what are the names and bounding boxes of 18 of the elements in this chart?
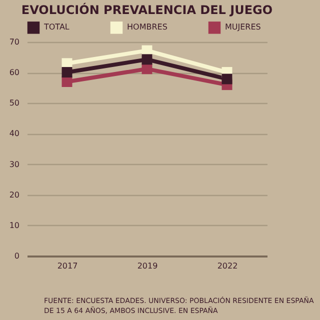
y-tick-label: 70	[9, 38, 20, 46]
point	[222, 74, 232, 84]
legend-label: HOMBRES	[127, 22, 168, 32]
point	[62, 67, 72, 78]
legend-label: MUJERES	[225, 22, 261, 32]
x-tick-label: 2017	[57, 262, 78, 270]
point	[142, 54, 152, 65]
chart-title: EVOLUCIÓN PREVALENCIA DEL JUEGO	[21, 2, 273, 17]
y-tick-label: 30	[9, 160, 20, 169]
x-tick-label: 2022	[217, 262, 238, 270]
y-tick-label: 0	[14, 252, 20, 260]
y-tick-label: 50	[9, 98, 20, 108]
y-tick-label: 20	[9, 190, 20, 200]
y-tick-label: 10	[9, 220, 20, 230]
y-tick-label: 40	[9, 129, 20, 138]
legend-label: TOTAL	[43, 22, 70, 32]
y-tick-label: 60	[9, 68, 20, 78]
x-tick-label: 2019	[137, 262, 158, 270]
